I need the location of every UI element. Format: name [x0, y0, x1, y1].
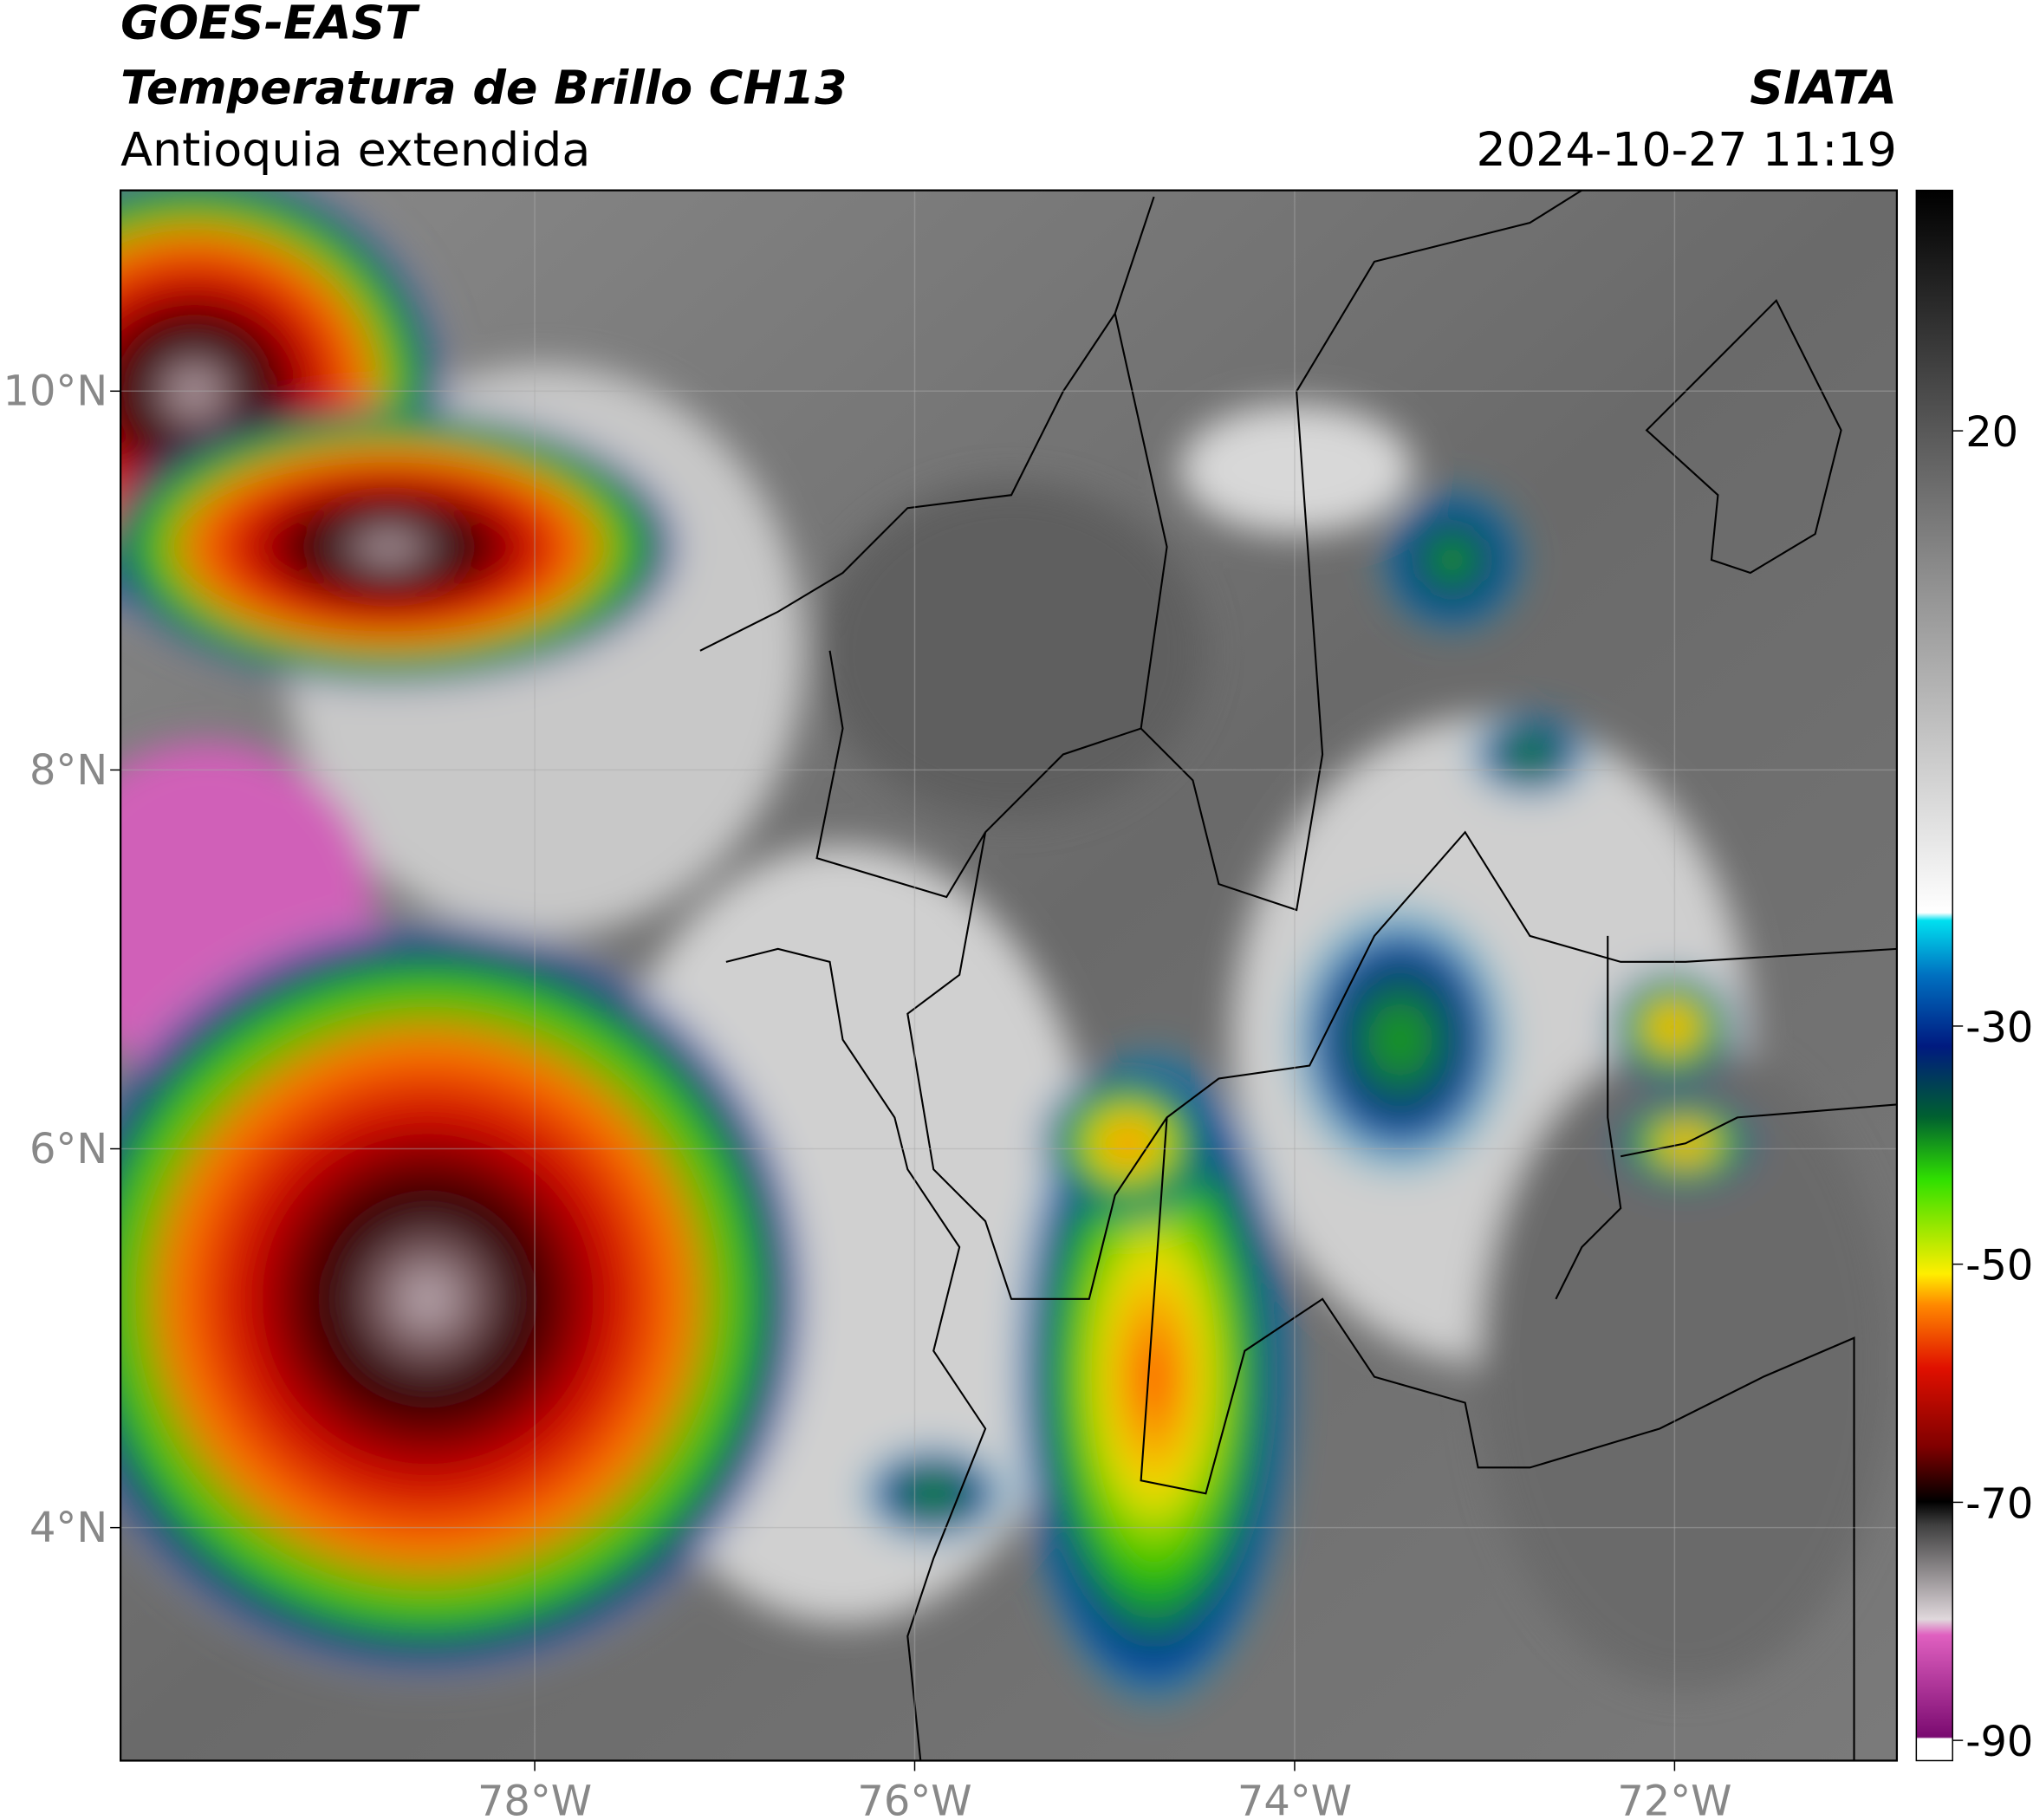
colorbar-tick-label: -70 [1965, 1480, 2033, 1528]
x-tick-label: 76°W [857, 1778, 971, 1820]
y-tick-label: 10°N [3, 368, 108, 416]
x-tick-label: 74°W [1237, 1778, 1352, 1820]
y-tick-label: 8°N [29, 747, 107, 795]
x-tick-label: 72°W [1617, 1778, 1731, 1820]
satellite-image [120, 190, 1897, 1761]
x-tick-label: 78°W [477, 1778, 592, 1820]
colorbar-tick-label: -90 [1965, 1719, 2033, 1766]
boundaries [699, 190, 1897, 1761]
satellite-title: GOES-EAST [120, 0, 420, 50]
colorbar-tick-label: -30 [1965, 1004, 2033, 1052]
y-tick-label: 4°N [29, 1505, 107, 1552]
datetime-label: 2024-10-27 11:19 [1477, 122, 1897, 177]
source-label: SIATA [1750, 60, 1897, 114]
product-title: Temperatura de Brillo CH13 [120, 60, 847, 114]
colorbar-tick-label: 20 [1965, 409, 2018, 457]
map-frame [120, 189, 1899, 1762]
colorbar-tick-label: -50 [1965, 1243, 2033, 1290]
region-subtitle: Antioquia extendida [120, 122, 590, 177]
colorbar [1915, 189, 1953, 1762]
y-tick-label: 6°N [29, 1126, 107, 1173]
